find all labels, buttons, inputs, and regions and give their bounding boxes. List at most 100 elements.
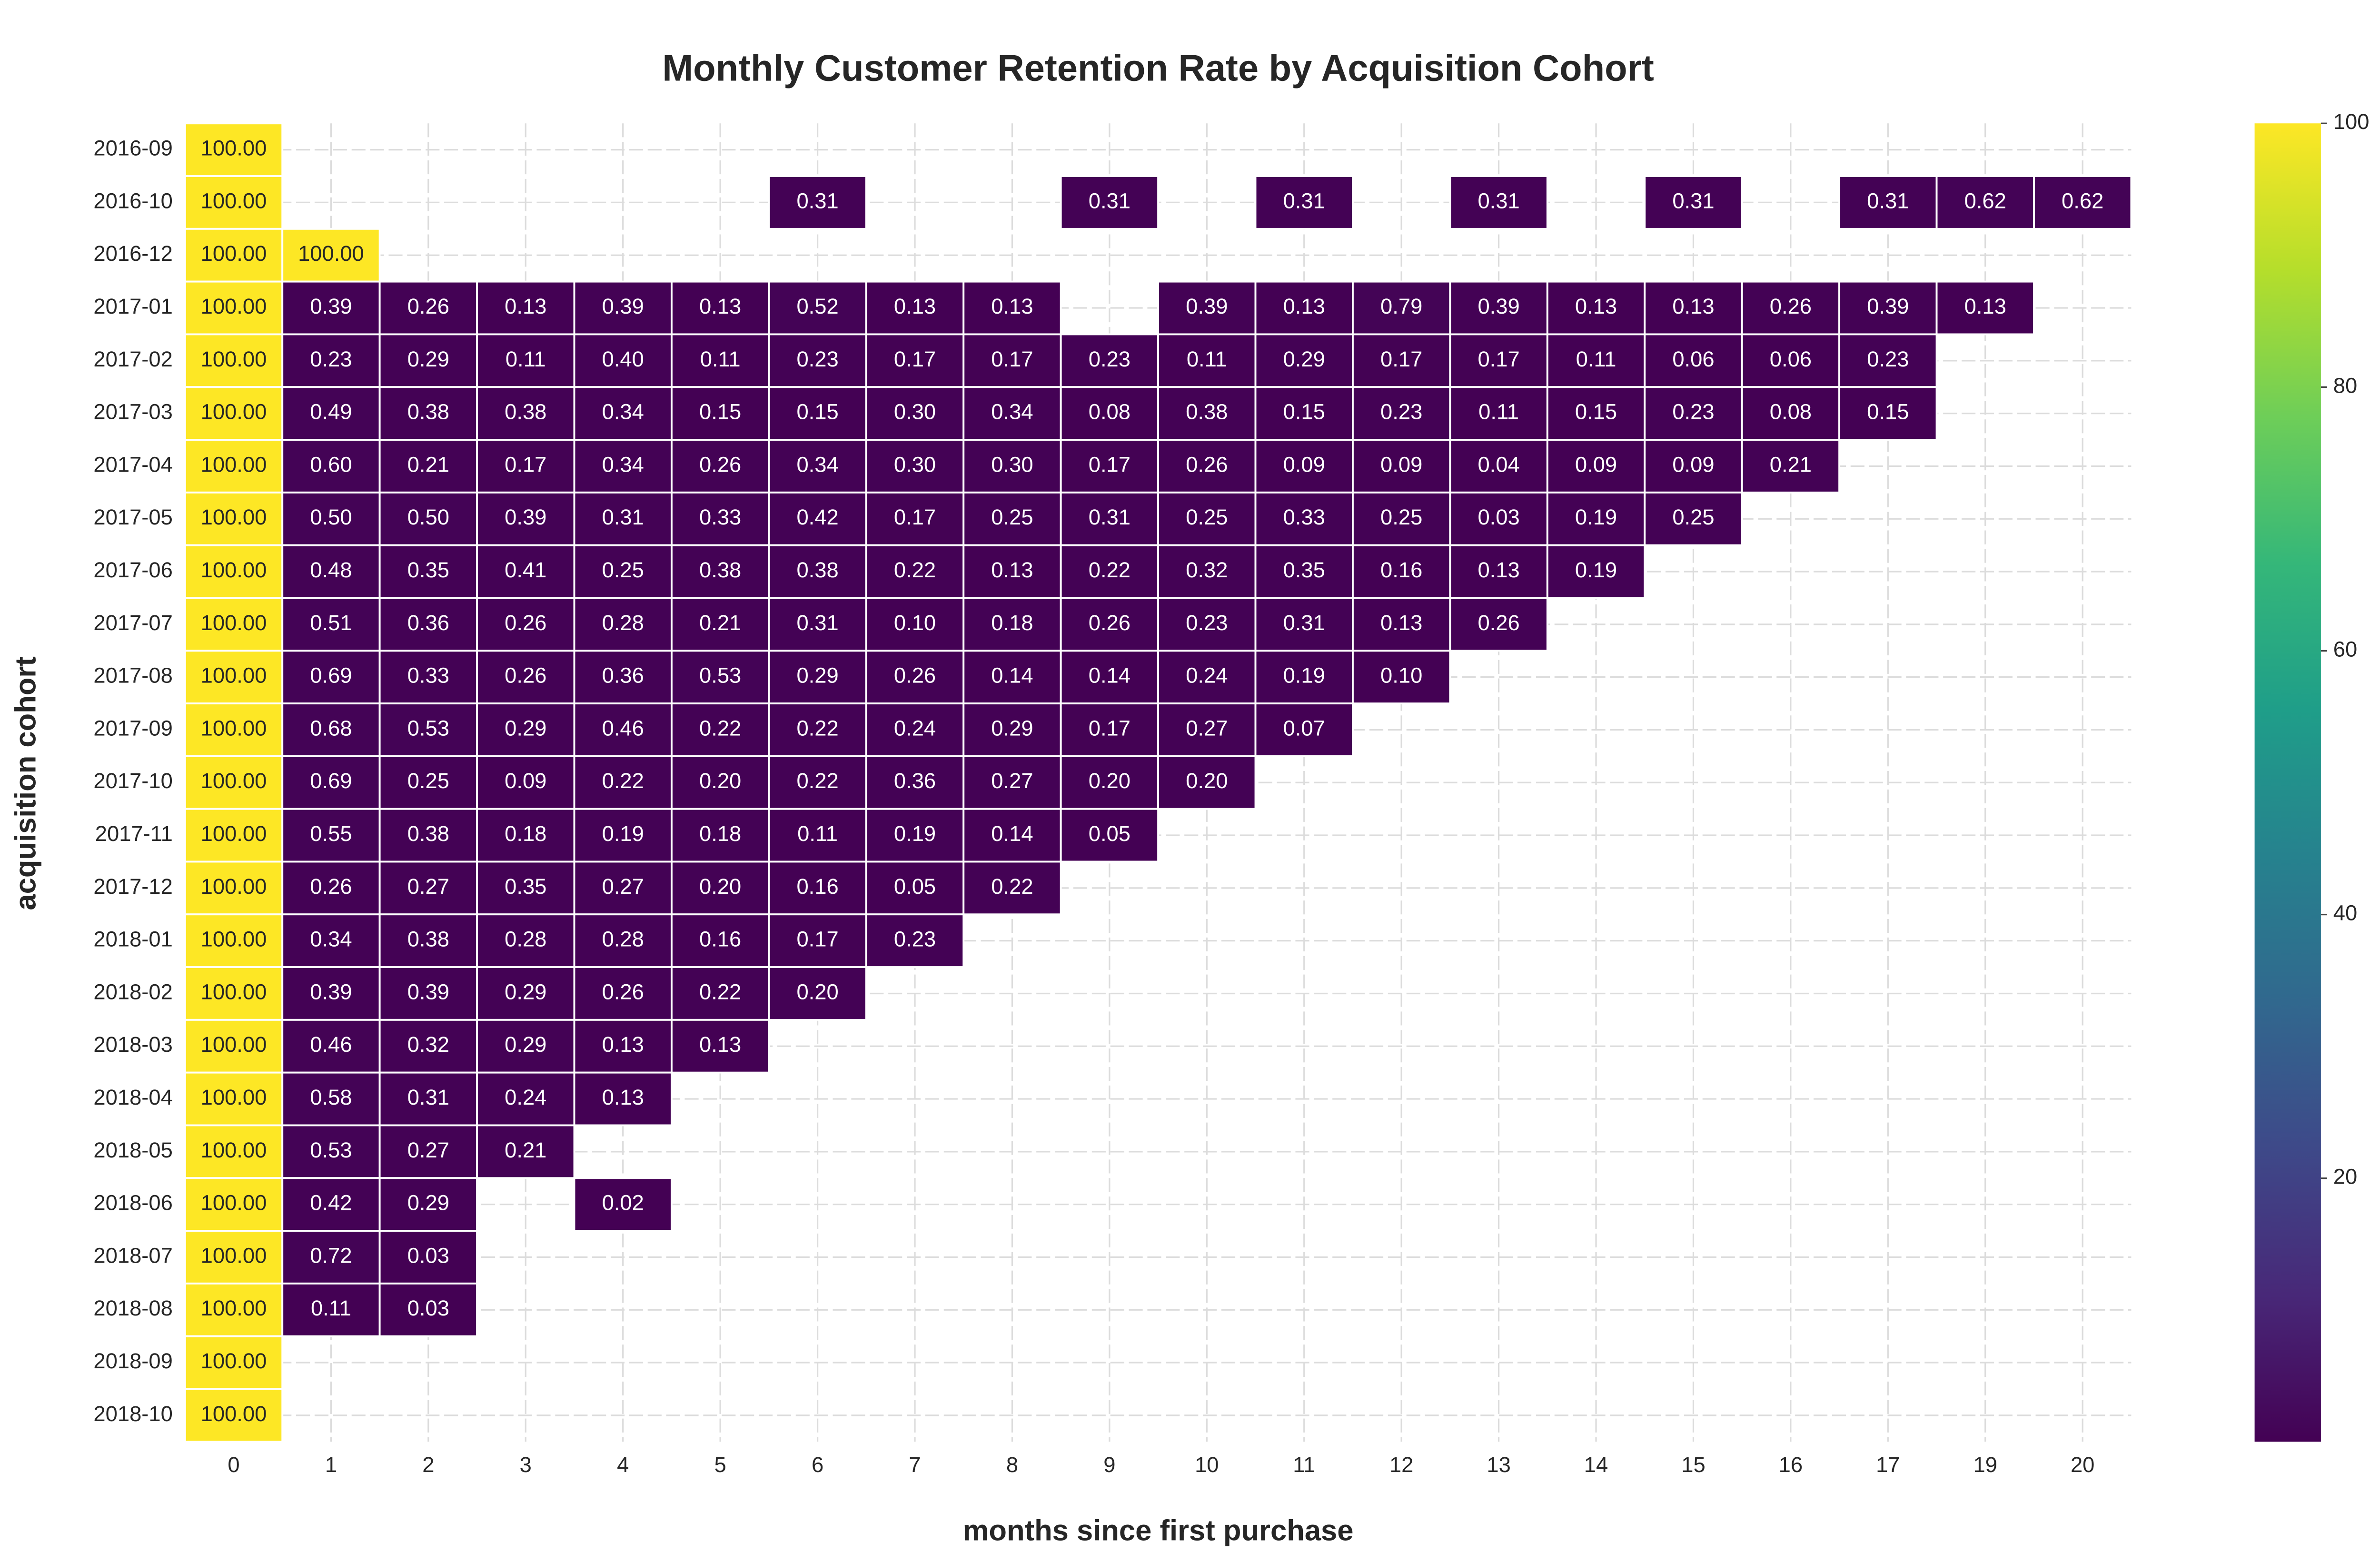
y-tick-label: 2018-03 — [93, 1032, 172, 1057]
x-tick-label: 13 — [1487, 1453, 1510, 1477]
cell-label: 0.28 — [505, 927, 546, 951]
heatmap-cell — [184, 755, 284, 810]
y-tick-label: 2016-10 — [93, 188, 172, 213]
y-tick-label: 2017-07 — [93, 611, 172, 635]
heatmap-cell — [378, 1018, 478, 1074]
y-tick-label: 2018-07 — [93, 1243, 172, 1267]
heatmap-cell — [184, 1124, 284, 1179]
x-tick-label: 9 — [1103, 1453, 1115, 1477]
cell-label: 0.50 — [310, 505, 352, 529]
heatmap-cell — [184, 702, 284, 757]
x-tick-label: 0 — [228, 1453, 239, 1477]
heatmap-cell — [962, 439, 1062, 494]
heatmap-cell — [865, 860, 965, 916]
cell-label: 0.39 — [1867, 294, 1909, 318]
heatmap-cell — [1644, 491, 1743, 546]
y-tick-label: 2017-12 — [93, 874, 172, 899]
heatmap-cell — [573, 755, 673, 810]
cell-label: 100.00 — [201, 505, 267, 529]
cell-label: 100.00 — [201, 979, 267, 1004]
cell-label: 0.68 — [310, 716, 352, 740]
cell-label: 0.22 — [602, 769, 644, 793]
y-tick-label: 2018-09 — [93, 1349, 172, 1373]
cell-label: 0.29 — [796, 663, 838, 688]
cell-label: 0.19 — [894, 821, 936, 846]
cell-label: 0.26 — [699, 452, 741, 476]
cell-label: 0.28 — [602, 611, 644, 635]
cell-label: 0.27 — [991, 769, 1033, 793]
heatmap-cell — [378, 333, 478, 388]
cell-label: 0.22 — [991, 874, 1033, 899]
cell-label: 0.41 — [505, 558, 546, 582]
cell-label: 0.17 — [505, 452, 546, 476]
cell-label: 0.13 — [602, 1085, 644, 1109]
cell-label: 0.13 — [1575, 294, 1617, 318]
y-tick-label: 2017-02 — [93, 347, 172, 371]
heatmap-cell — [1449, 544, 1548, 599]
cell-label: 0.21 — [699, 611, 741, 635]
heatmap-cell — [281, 913, 381, 968]
heatmap-cell — [378, 913, 478, 968]
cell-label: 0.42 — [310, 1191, 352, 1215]
cell-label: 0.17 — [1089, 452, 1130, 476]
cell-label: 0.33 — [699, 505, 741, 529]
cell-label: 0.39 — [310, 979, 352, 1004]
cell-label: 0.21 — [1770, 452, 1812, 476]
heatmap-cell — [768, 491, 867, 546]
cell-label: 0.06 — [1672, 347, 1714, 371]
cell-label: 0.35 — [1283, 558, 1325, 582]
cell-label: 0.26 — [1770, 294, 1812, 318]
y-tick-label: 2017-03 — [93, 400, 172, 424]
cell-label: 0.53 — [310, 1138, 352, 1162]
heatmap-cell — [865, 650, 965, 704]
cell-label: 0.13 — [505, 294, 546, 318]
y-tick-label: 2018-02 — [93, 979, 172, 1004]
heatmap-cell — [865, 439, 965, 494]
heatmap-cell — [1254, 175, 1354, 230]
heatmap-cell — [1546, 544, 1646, 599]
heatmap-cell — [865, 333, 965, 388]
heatmap-cell — [1060, 175, 1160, 230]
cell-label: 0.72 — [310, 1243, 352, 1267]
cell-label: 0.22 — [1089, 558, 1130, 582]
heatmap-cell — [184, 1071, 284, 1127]
heatmap-cell — [1157, 650, 1257, 704]
heatmap-cell — [1741, 280, 1841, 336]
heatmap-cell — [476, 1124, 575, 1179]
x-tick-label: 4 — [617, 1453, 629, 1477]
cell-label: 100.00 — [201, 663, 267, 688]
heatmap-cell — [281, 333, 381, 388]
cell-label: 100.00 — [201, 241, 267, 266]
cell-label: 100.00 — [201, 1349, 267, 1373]
cell-label: 0.51 — [310, 611, 352, 635]
cell-label: 0.36 — [407, 611, 449, 635]
cell-label: 0.14 — [1089, 663, 1130, 688]
cell-label: 0.08 — [1770, 400, 1812, 424]
cell-label: 0.20 — [1089, 769, 1130, 793]
cell-label: 0.13 — [1380, 611, 1422, 635]
cell-label: 100.00 — [201, 452, 267, 476]
y-tick-label: 2017-01 — [93, 294, 172, 318]
cell-label: 0.39 — [602, 294, 644, 318]
cell-label: 0.48 — [310, 558, 352, 582]
y-axis-label: acquisition cohort — [10, 656, 42, 910]
cell-label: 0.29 — [1283, 347, 1325, 371]
cell-label: 0.50 — [407, 505, 449, 529]
heatmap-cell — [1838, 386, 1938, 441]
x-tick-label: 3 — [520, 1453, 532, 1477]
cell-label: 0.34 — [310, 927, 352, 951]
y-tick-label: 2018-04 — [93, 1085, 172, 1109]
y-tick-label: 2017-04 — [93, 452, 172, 476]
cell-label: 0.17 — [991, 347, 1033, 371]
cell-label: 0.03 — [407, 1243, 449, 1267]
heatmap-cell — [378, 808, 478, 863]
x-tick-label: 12 — [1389, 1453, 1413, 1477]
heatmap-cell — [1935, 280, 2035, 336]
x-tick-label: 1 — [325, 1453, 337, 1477]
cell-label: 0.11 — [1478, 400, 1519, 424]
heatmap-cell — [768, 175, 867, 230]
cell-label: 0.39 — [1186, 294, 1228, 318]
heatmap-cell — [476, 860, 575, 916]
cell-label: 0.46 — [310, 1032, 352, 1057]
heatmap-cell — [281, 1230, 381, 1285]
